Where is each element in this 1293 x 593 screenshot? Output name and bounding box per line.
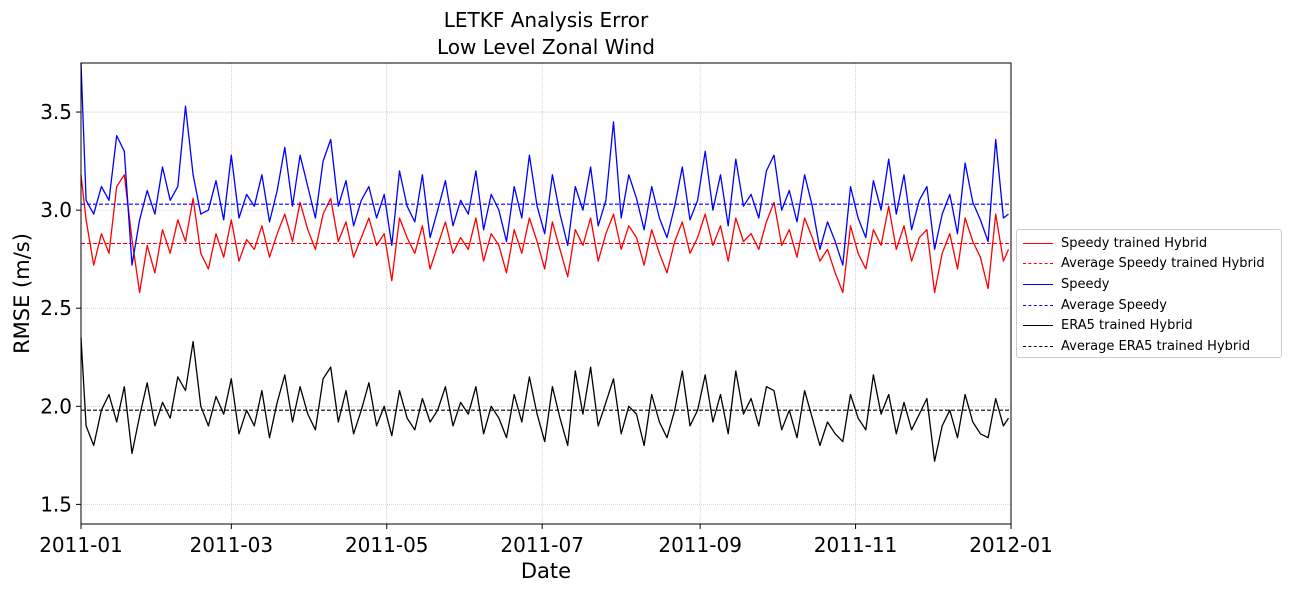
x-tick-label: 2011-03 [190,533,274,557]
legend-swatch [1023,304,1053,306]
x-tick-label: 2011-01 [39,533,123,557]
legend-swatch [1023,283,1053,285]
x-tick-label: 2012-01 [969,533,1053,557]
y-tick-label: 2.5 [40,296,72,320]
series-line-4 [80,337,1010,462]
legend-swatch [1023,242,1053,244]
legend-swatch [1023,263,1053,265]
x-tick-label: 2011-09 [658,533,742,557]
x-tick-label: 2011-11 [814,533,898,557]
legend-label: ERA5 trained Hybrid [1061,318,1193,334]
series-line-0 [80,174,1010,294]
legend-entry: Speedy [1023,274,1275,295]
legend: Speedy trained Hybrid Average Speedy trai… [1016,229,1282,358]
legend-entry: Average Speedy [1023,295,1275,316]
legend-label: Speedy [1061,276,1110,292]
legend-label: Average Speedy trained Hybrid [1061,256,1265,272]
legend-entry: Average Speedy trained Hybrid [1023,254,1275,275]
x-tick-label: 2011-07 [500,533,584,557]
legend-swatch [1023,325,1053,327]
legend-entry: ERA5 trained Hybrid [1023,315,1275,336]
x-tick-label: 2011-05 [345,533,429,557]
legend-entry: Average ERA5 trained Hybrid [1023,336,1275,357]
legend-entry: Speedy trained Hybrid [1023,233,1275,254]
legend-label: Speedy trained Hybrid [1061,235,1208,251]
series-line-2 [80,62,1009,266]
legend-label: Average Speedy [1061,297,1167,313]
chart-subtitle: Low Level Zonal Wind [437,35,655,59]
y-tick-label: 3.0 [40,198,72,222]
chart-title: LETKF Analysis Error [443,8,649,32]
y-tick-label: 2.0 [40,394,72,418]
y-tick-label: 3.5 [40,100,72,124]
y-axis-label: RMSE (m/s) [10,233,34,354]
legend-label: Average ERA5 trained Hybrid [1061,338,1251,354]
y-tick-label: 1.5 [40,492,72,516]
legend-swatch [1023,345,1053,347]
x-axis-label: Date [521,559,571,583]
plot-frame [80,62,1012,525]
